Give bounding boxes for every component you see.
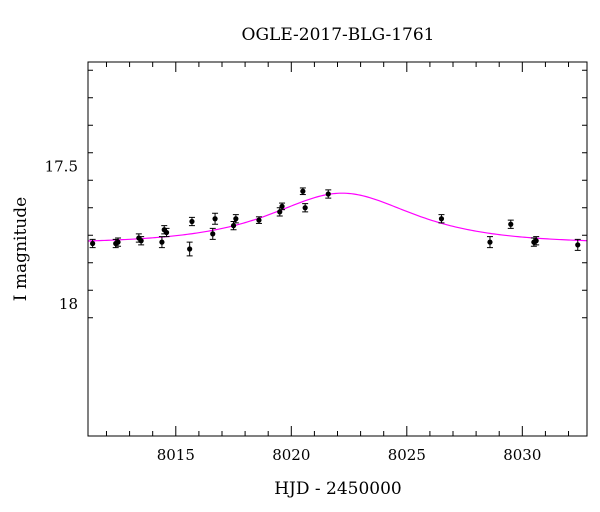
point-marker xyxy=(487,239,493,245)
x-tick-label: 8030 xyxy=(503,446,541,464)
point-marker xyxy=(159,239,165,245)
data-point xyxy=(158,236,165,249)
data-point xyxy=(438,214,445,224)
point-marker xyxy=(90,240,96,247)
x-axis-label: HJD - 2450000 xyxy=(274,479,402,499)
data-point xyxy=(302,203,309,213)
data-point xyxy=(325,189,332,199)
data-point xyxy=(279,202,286,211)
data-point xyxy=(163,227,170,238)
point-marker xyxy=(187,246,193,252)
point-marker xyxy=(277,209,283,215)
data-point xyxy=(186,241,193,257)
x-tick-label: 8020 xyxy=(272,446,310,464)
data-point xyxy=(486,236,493,249)
data-point xyxy=(89,238,96,249)
point-marker xyxy=(300,188,306,194)
y-axis-label: I magnitude xyxy=(11,197,31,301)
x-tick-label: 8025 xyxy=(388,446,426,464)
data-point xyxy=(533,236,540,246)
point-marker xyxy=(508,221,514,227)
point-marker xyxy=(279,203,285,209)
data-point xyxy=(232,214,239,224)
data-point xyxy=(138,236,145,246)
point-marker xyxy=(230,223,237,229)
model-curve-layer xyxy=(87,192,588,242)
point-marker xyxy=(325,191,331,197)
point-marker xyxy=(189,218,195,225)
point-marker xyxy=(115,239,121,245)
y-tick-label: 18 xyxy=(59,295,78,313)
data-point xyxy=(299,187,306,196)
data-point xyxy=(212,212,219,225)
y-tick-label: 17.5 xyxy=(45,158,78,176)
point-marker xyxy=(233,216,239,222)
point-marker xyxy=(533,238,539,244)
point-marker xyxy=(438,216,445,222)
plot-frame xyxy=(87,61,588,437)
point-marker xyxy=(212,216,218,222)
point-marker xyxy=(256,217,262,223)
axis-ticks: 8015 8020 8025 8030 17.5 18 xyxy=(45,62,587,464)
x-tick-label: 8015 xyxy=(157,446,195,464)
data-point xyxy=(188,216,195,227)
point-marker xyxy=(575,242,581,248)
point-marker xyxy=(163,229,170,236)
data-point xyxy=(115,237,122,247)
point-marker xyxy=(302,205,308,211)
data-points-layer xyxy=(89,187,581,257)
data-point xyxy=(507,219,514,229)
point-marker xyxy=(210,231,216,237)
data-point xyxy=(255,216,262,224)
point-marker xyxy=(138,238,144,244)
model-curve xyxy=(87,192,588,242)
data-point xyxy=(574,238,581,251)
chart-title: OGLE-2017-BLG-1761 xyxy=(242,25,435,45)
data-point xyxy=(209,227,216,240)
